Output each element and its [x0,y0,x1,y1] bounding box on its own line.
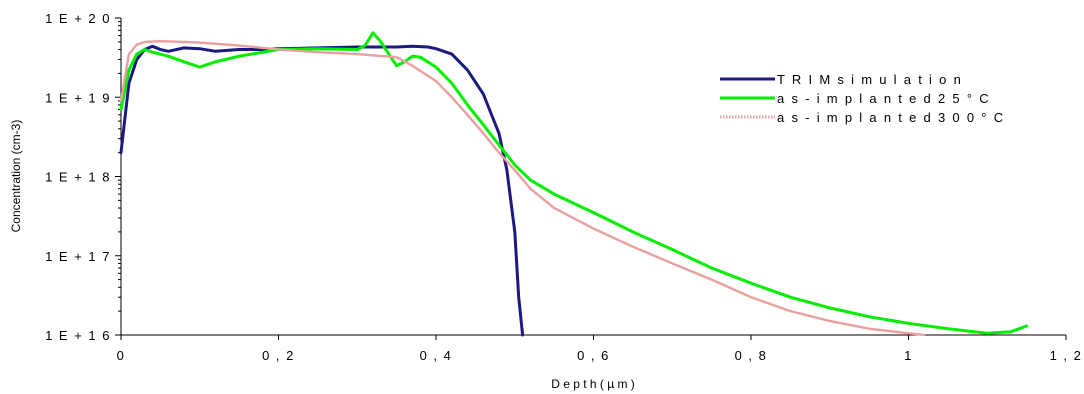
y-ticks: 1 E + 1 6 1 E + 1 7 1 E + 1 8 1 E + 1 9 1 E … [45,11,121,343]
legend-label-3: a s - i m p l a n t e d 3 0 0 ° C [777,110,1005,125]
series-line-1 [119,44,525,337]
x-tick-label: 0 , 8 [735,348,768,363]
plot-area: 1 E + 1 6 1 E + 1 7 1 E + 1 8 1 E + 1 9 1 E … [45,11,1083,363]
x-tick-label: 0 , 6 [577,348,610,363]
x-tick-label: 0 [117,348,126,363]
y-tick-label: 1 E + 1 7 [45,249,111,264]
x-tick-label: 1 [904,348,913,363]
y-tick-label: 1 E + 1 9 [45,90,111,105]
y-tick-label: 1 E + 1 6 [45,328,111,343]
x-axis-title: D e p t h ( µ m ) [551,377,635,391]
x-tick-label: 0 , 4 [420,348,453,363]
x-ticks: 0 0 , 2 0 , 4 0 , 6 0 , 8 1 1 , 2 [117,335,1083,363]
y-tick-label: 1 E + 2 0 [45,11,111,26]
legend-label-1: T R I M s i m u l a t i o n [777,72,963,87]
series-line-2 [119,31,1029,335]
x-tick-label: 0 , 2 [262,348,295,363]
legend: T R I M s i m u l a t i o n a s - i m p l… [720,72,1005,125]
series-line-3 [119,39,926,337]
legend-label-2: a s - i m p l a n t e d 2 5 ° C [777,91,990,106]
series-layer [119,31,1029,337]
y-axis-title: Concentration (cm-3) [9,120,23,233]
y-tick-label: 1 E + 1 8 [45,170,111,185]
x-tick-label: 1 , 2 [1050,348,1083,363]
